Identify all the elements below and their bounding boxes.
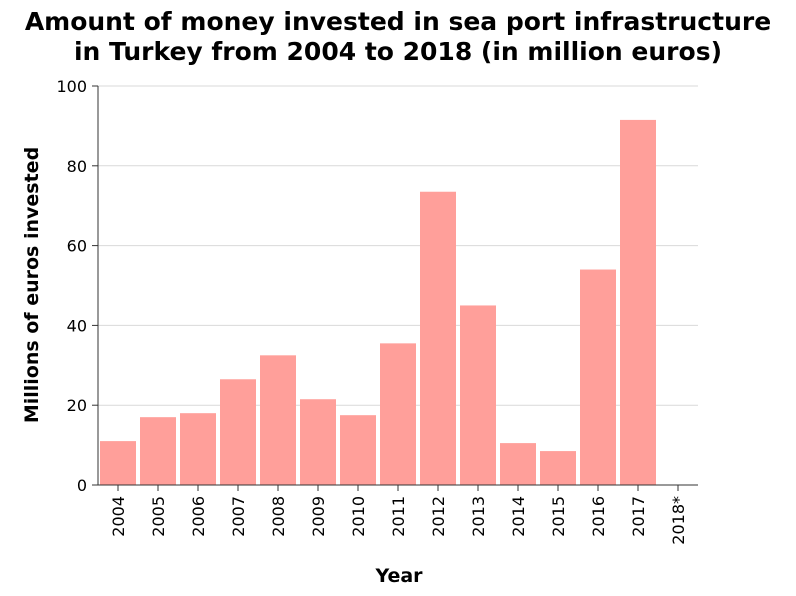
x-tick-label: 2017: [629, 496, 648, 537]
bar-2008: [260, 355, 296, 485]
x-tick-label: 2008: [269, 496, 288, 537]
bar-2006: [180, 413, 216, 485]
bar-2017: [620, 119, 656, 485]
bar-2012: [420, 191, 456, 486]
chart-title-line-2: in Turkey from 2004 to 2018 (in million …: [74, 37, 722, 66]
bar-2013: [460, 305, 496, 485]
bar-2015: [540, 451, 576, 485]
x-axis-ticks: 2004 2005 2006 2007 2008 2009 2010 2011 2012 2013…: [109, 485, 688, 545]
y-tick-label: 80: [67, 157, 87, 176]
bars: [100, 119, 656, 486]
x-tick-label: 2009: [309, 496, 328, 537]
x-tick-label: 2013: [469, 496, 488, 537]
bar-2009: [300, 399, 336, 485]
x-tick-label: 2010: [349, 496, 368, 537]
x-tick-label: 2007: [229, 496, 248, 537]
x-tick-label: 2014: [509, 496, 528, 537]
y-tick-label: 0: [77, 476, 87, 495]
y-tick-label: 100: [56, 77, 87, 96]
x-tick-label: 2006: [189, 496, 208, 537]
bar-2014: [500, 443, 536, 485]
x-tick-label: 2016: [589, 496, 608, 537]
y-tick-label: 60: [67, 237, 87, 256]
bar-2010: [340, 415, 376, 485]
x-tick-label: 2018*: [669, 496, 688, 545]
x-tick-label: 2015: [549, 496, 568, 537]
x-axis-label: Year: [374, 565, 423, 587]
bar-2004: [100, 441, 136, 485]
bar-2011: [380, 343, 416, 485]
x-tick-label: 2005: [149, 496, 168, 537]
y-axis-label: Millions of euros invested: [21, 147, 43, 423]
bar-2007: [220, 379, 256, 485]
y-axis-ticks: 0 20 40 60 80 100: [56, 77, 98, 495]
x-tick-label: 2012: [429, 496, 448, 537]
x-tick-label: 2011: [389, 496, 408, 537]
x-tick-label: 2004: [109, 496, 128, 537]
y-tick-label: 40: [67, 316, 87, 335]
y-tick-label: 20: [67, 396, 87, 415]
bar-2005: [140, 417, 176, 485]
bar-2016: [580, 269, 616, 485]
chart-title-line-1: Amount of money invested in sea port inf…: [25, 7, 771, 36]
